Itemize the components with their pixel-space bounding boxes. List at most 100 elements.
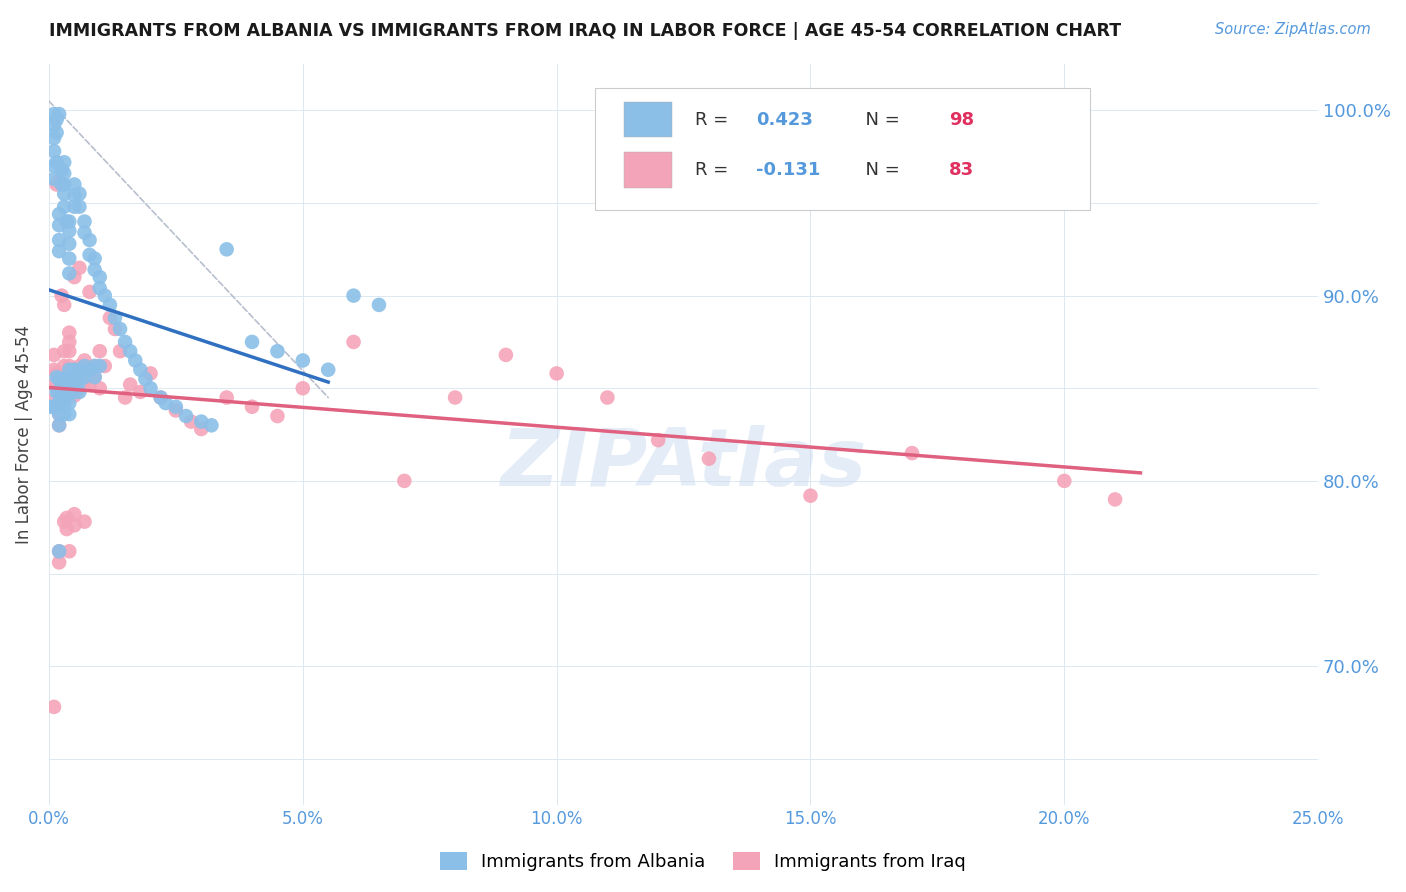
Point bbox=[63, 362, 86, 376]
Point bbox=[58, 344, 80, 359]
Point bbox=[67, 359, 90, 373]
Point bbox=[120, 377, 142, 392]
Point bbox=[98, 310, 121, 325]
Point bbox=[63, 200, 86, 214]
Point bbox=[83, 359, 105, 373]
Text: 0.423: 0.423 bbox=[756, 111, 813, 128]
Point bbox=[647, 433, 669, 447]
Point bbox=[58, 326, 80, 340]
Point bbox=[53, 372, 76, 386]
Point bbox=[58, 370, 80, 384]
Point bbox=[368, 298, 391, 312]
Point bbox=[53, 396, 76, 410]
Point bbox=[58, 214, 80, 228]
Point bbox=[48, 384, 70, 399]
Point bbox=[190, 422, 212, 436]
Y-axis label: In Labor Force | Age 45-54: In Labor Force | Age 45-54 bbox=[15, 325, 32, 544]
Text: 83: 83 bbox=[949, 161, 974, 179]
Point bbox=[51, 384, 73, 399]
Point bbox=[58, 266, 80, 280]
Point bbox=[134, 372, 156, 386]
Point bbox=[83, 359, 105, 373]
Point bbox=[342, 334, 364, 349]
Point bbox=[83, 262, 105, 277]
Point bbox=[48, 207, 70, 221]
Point bbox=[73, 515, 96, 529]
Point bbox=[240, 334, 263, 349]
Point bbox=[799, 489, 821, 503]
FancyBboxPatch shape bbox=[595, 87, 1090, 210]
Point bbox=[55, 511, 77, 525]
Point bbox=[67, 381, 90, 395]
Point bbox=[444, 391, 467, 405]
Point bbox=[89, 281, 111, 295]
Point bbox=[1053, 474, 1076, 488]
Point bbox=[266, 409, 288, 423]
Point bbox=[79, 377, 101, 392]
Point bbox=[165, 400, 187, 414]
Text: ZIPAtlas: ZIPAtlas bbox=[501, 425, 866, 503]
Point bbox=[67, 374, 90, 388]
Point bbox=[139, 381, 162, 395]
Point bbox=[48, 244, 70, 259]
Legend: Immigrants from Albania, Immigrants from Iraq: Immigrants from Albania, Immigrants from… bbox=[433, 845, 973, 879]
Point bbox=[45, 126, 67, 140]
Point bbox=[73, 370, 96, 384]
Point bbox=[63, 518, 86, 533]
Point bbox=[48, 544, 70, 558]
Point bbox=[63, 377, 86, 392]
Point bbox=[48, 107, 70, 121]
Point bbox=[42, 392, 65, 407]
Point bbox=[42, 400, 65, 414]
Point bbox=[42, 144, 65, 158]
Point bbox=[45, 370, 67, 384]
Point bbox=[129, 384, 152, 399]
Point bbox=[67, 186, 90, 201]
Point bbox=[89, 344, 111, 359]
Point bbox=[53, 392, 76, 407]
Point bbox=[394, 474, 416, 488]
Point bbox=[596, 391, 619, 405]
Point bbox=[51, 162, 73, 177]
Point bbox=[67, 260, 90, 275]
Point bbox=[48, 418, 70, 433]
Point bbox=[1104, 492, 1126, 507]
Point bbox=[48, 418, 70, 433]
Point bbox=[42, 348, 65, 362]
Point bbox=[42, 118, 65, 132]
Point bbox=[42, 159, 65, 173]
Point bbox=[55, 214, 77, 228]
Point bbox=[48, 407, 70, 421]
Point bbox=[155, 396, 177, 410]
Point bbox=[42, 362, 65, 376]
Point bbox=[45, 178, 67, 192]
Point bbox=[165, 403, 187, 417]
Point bbox=[94, 359, 117, 373]
Point bbox=[316, 362, 339, 376]
Text: N =: N = bbox=[853, 161, 905, 179]
Point bbox=[48, 555, 70, 569]
Point bbox=[94, 288, 117, 302]
Point bbox=[42, 107, 65, 121]
Point bbox=[53, 166, 76, 180]
Point bbox=[697, 451, 720, 466]
Point bbox=[266, 344, 288, 359]
Point bbox=[51, 372, 73, 386]
Point bbox=[41, 400, 63, 414]
Point bbox=[73, 214, 96, 228]
Point bbox=[53, 344, 76, 359]
Point bbox=[51, 372, 73, 386]
Point bbox=[291, 381, 314, 395]
Point bbox=[48, 219, 70, 233]
Point bbox=[42, 172, 65, 186]
Point bbox=[63, 188, 86, 202]
Point bbox=[67, 370, 90, 384]
Text: R =: R = bbox=[695, 161, 734, 179]
FancyBboxPatch shape bbox=[624, 102, 672, 137]
Point bbox=[53, 384, 76, 399]
Point bbox=[48, 407, 70, 421]
Point bbox=[73, 377, 96, 392]
Point bbox=[58, 407, 80, 421]
Point bbox=[58, 374, 80, 388]
Point bbox=[48, 396, 70, 410]
